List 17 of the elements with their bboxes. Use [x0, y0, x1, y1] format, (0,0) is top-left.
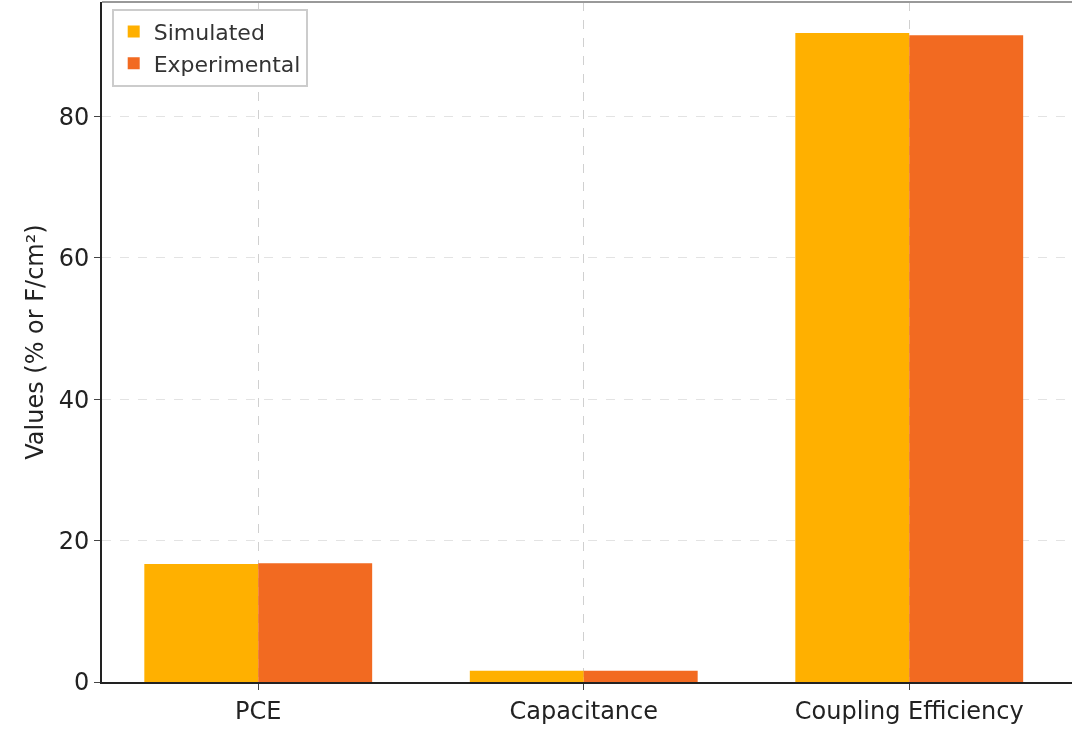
y-axis-title: Values (% or F/cm²) — [21, 224, 49, 460]
bar — [469, 670, 584, 682]
legend-label: Experimental — [153, 51, 301, 77]
x-tick-label: Coupling Efficiency — [794, 696, 1024, 725]
y-tick-label: 80 — [58, 102, 90, 131]
bar — [144, 563, 259, 682]
legend-label: Simulated — [153, 20, 265, 46]
bar — [583, 670, 698, 682]
x-tick-label: Capacitance — [509, 696, 659, 725]
bar — [258, 563, 373, 682]
bar — [795, 33, 910, 682]
y-tick-label: 40 — [58, 385, 90, 414]
y-tick-label: 20 — [58, 527, 90, 556]
bar — [909, 35, 1024, 682]
y-tick-label: 60 — [58, 244, 90, 273]
y-tick-label: 0 — [73, 668, 90, 697]
x-tick-label: PCE — [235, 696, 282, 725]
